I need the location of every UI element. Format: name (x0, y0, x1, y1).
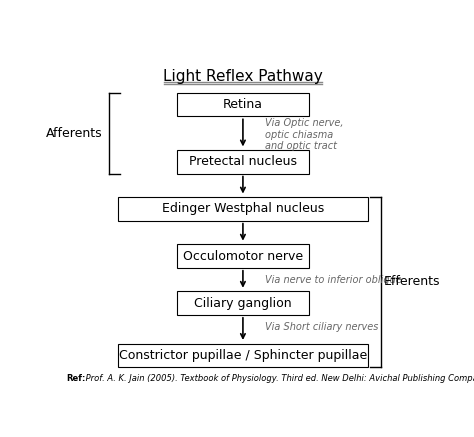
FancyBboxPatch shape (177, 291, 309, 315)
Text: Retina: Retina (223, 98, 263, 111)
Text: Constrictor pupillae / Sphincter pupillae: Constrictor pupillae / Sphincter pupilla… (119, 349, 367, 362)
FancyBboxPatch shape (118, 343, 368, 367)
FancyBboxPatch shape (177, 93, 309, 116)
Text: Light Reflex Pathway: Light Reflex Pathway (163, 69, 323, 84)
FancyBboxPatch shape (177, 244, 309, 268)
Text: Via Short ciliary nerves: Via Short ciliary nerves (265, 323, 378, 333)
Text: Edinger Westphal nucleus: Edinger Westphal nucleus (162, 202, 324, 215)
Text: Occulomotor nerve: Occulomotor nerve (183, 250, 303, 263)
FancyBboxPatch shape (177, 150, 309, 173)
FancyBboxPatch shape (118, 197, 368, 221)
Text: Via nerve to inferior oblique: Via nerve to inferior oblique (265, 274, 402, 284)
Text: Pretectal nucleus: Pretectal nucleus (189, 155, 297, 168)
Text: Via Optic nerve,
optic chiasma
and optic tract: Via Optic nerve, optic chiasma and optic… (265, 118, 344, 152)
Text: Ref:: Ref: (66, 374, 86, 383)
Text: Efferents: Efferents (383, 275, 440, 288)
Text: Prof. A. K. Jain (2005). Textbook of Physiology. Third ed. New Delhi: Avichal Pu: Prof. A. K. Jain (2005). Textbook of Phy… (83, 374, 474, 383)
Text: Afferents: Afferents (46, 127, 102, 140)
Text: Ciliary ganglion: Ciliary ganglion (194, 297, 292, 310)
